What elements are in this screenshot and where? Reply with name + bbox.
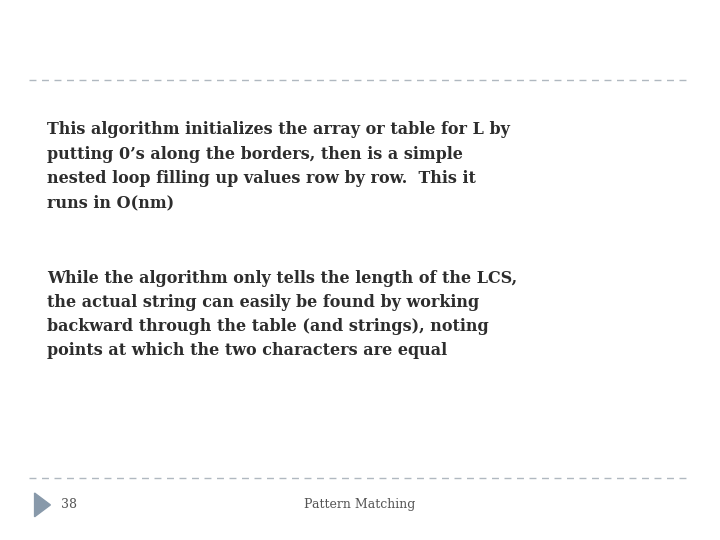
Text: While the algorithm only tells the length of the LCS,
the actual string can easi: While the algorithm only tells the lengt… <box>47 270 517 360</box>
Polygon shape <box>35 493 50 517</box>
Text: This algorithm initializes the array or table for L by
putting 0’s along the bor: This algorithm initializes the array or … <box>47 122 510 211</box>
Text: 38: 38 <box>61 498 77 511</box>
Text: Pattern Matching: Pattern Matching <box>305 498 415 511</box>
